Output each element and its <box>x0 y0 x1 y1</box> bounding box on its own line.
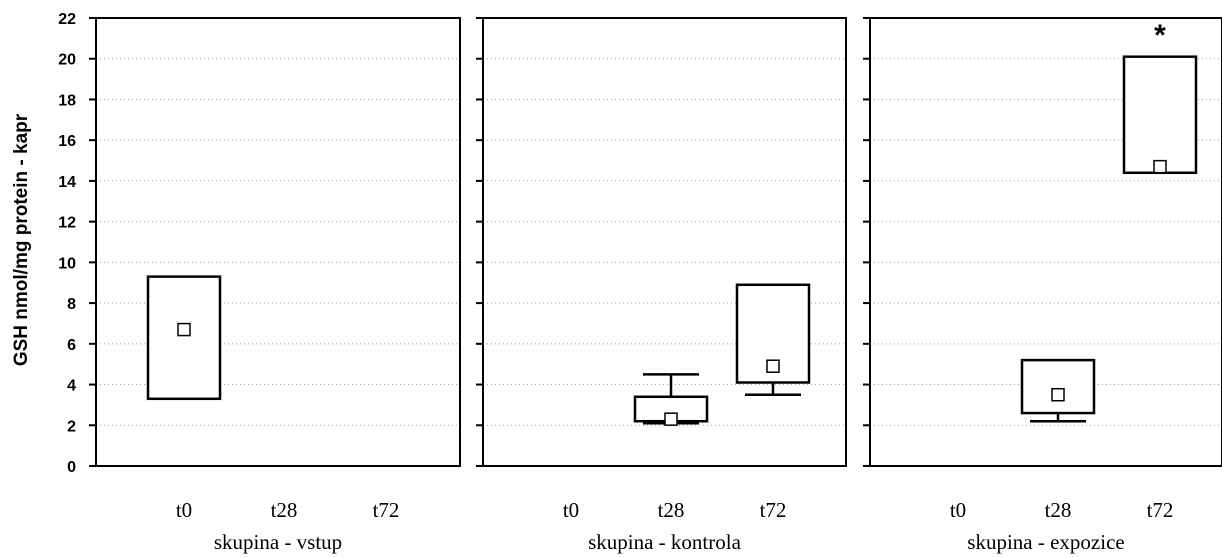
panel-3: t0 t28 t72 skupina - expozice * <box>863 17 1222 554</box>
x-axis-label: skupina - vstup <box>214 530 342 554</box>
y-tick-label: 4 <box>67 378 76 395</box>
median-marker <box>177 322 191 337</box>
box-rect <box>1122 55 1198 175</box>
x-axis-label: skupina - expozice <box>967 530 1124 554</box>
x-tick-label: t72 <box>373 498 400 522</box>
panel-1: t0 t28 t72 skupina - vstup <box>89 17 461 554</box>
x-axis-label: skupina - kontrola <box>588 530 741 554</box>
box-t72 <box>1122 55 1198 175</box>
median-marker <box>1051 387 1065 402</box>
significance-annotation: * <box>1154 19 1166 52</box>
y-axis-ticks: 0 2 4 6 8 10 12 14 16 18 20 22 <box>58 11 76 476</box>
x-tick-label: t28 <box>1045 498 1072 522</box>
y-tick-label: 18 <box>58 92 76 109</box>
y-tick-label: 6 <box>67 337 76 354</box>
y-tick-label: 10 <box>58 255 76 272</box>
panel-frame <box>869 17 1222 467</box>
y-tick-label: 2 <box>67 418 76 435</box>
panel-frame <box>482 17 847 467</box>
box-rect <box>1020 358 1096 415</box>
box-t28 <box>1020 358 1096 423</box>
x-tick-label: t28 <box>658 498 685 522</box>
median-marker <box>766 359 780 373</box>
x-tick-label: t0 <box>950 498 966 522</box>
y-tick-label: 20 <box>58 52 76 69</box>
x-tick-label: t72 <box>760 498 787 522</box>
panel-2: t0 t28 t72 skupina - kontrola <box>476 17 847 554</box>
y-tick-label: 0 <box>67 459 76 476</box>
y-tick-label: 22 <box>58 11 76 28</box>
box-t72 <box>735 283 811 396</box>
y-axis-label: GSH nmol/mg protein - kapr <box>11 113 32 366</box>
y-tick-label: 16 <box>58 133 76 150</box>
y-tick-label: 12 <box>58 215 76 232</box>
x-tick-label: t0 <box>563 498 579 522</box>
chart-panels: t0 t28 t72 skupina - vstup t0 t28 t72 skupina -… <box>89 17 1222 554</box>
panel-frame <box>95 17 461 467</box>
x-tick-label: t28 <box>271 498 298 522</box>
median-marker <box>664 412 678 426</box>
x-tick-label: t0 <box>176 498 192 522</box>
box-rect <box>146 275 222 401</box>
x-tick-label: t72 <box>1147 498 1174 522</box>
median-marker <box>1153 159 1167 174</box>
y-tick-label: 8 <box>67 296 76 313</box>
box-t0 <box>146 275 222 401</box>
y-tick-label: 14 <box>58 174 76 191</box>
box-t28 <box>633 373 709 426</box>
